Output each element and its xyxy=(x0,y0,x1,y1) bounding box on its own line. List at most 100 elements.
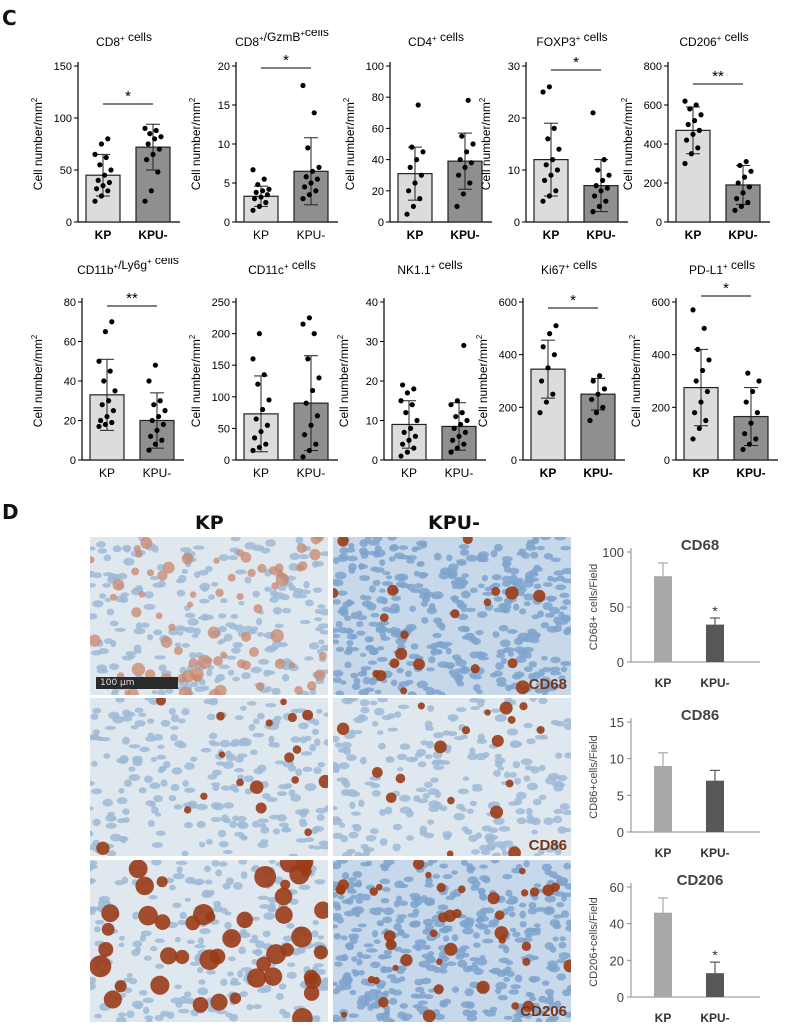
stained-cell xyxy=(103,990,122,1009)
bar xyxy=(654,576,672,662)
nucleus xyxy=(482,591,494,596)
nucleus xyxy=(544,895,557,903)
stained-cell xyxy=(499,701,513,715)
stained-cell xyxy=(265,719,273,727)
stained-cell xyxy=(379,613,389,622)
nucleus xyxy=(317,935,325,940)
nucleus xyxy=(333,761,339,768)
nucleus xyxy=(253,718,260,725)
stained-cell xyxy=(491,586,501,596)
nucleus xyxy=(208,594,215,600)
nucleus xyxy=(563,723,571,731)
data-point xyxy=(142,198,148,204)
nucleus xyxy=(246,701,257,706)
data-point xyxy=(260,406,266,413)
data-point xyxy=(104,413,110,420)
nucleus xyxy=(258,658,270,665)
nucleus xyxy=(353,677,361,685)
chart-title-superscript: + xyxy=(114,262,119,271)
nucleus xyxy=(371,720,379,727)
stained-cell xyxy=(434,740,447,754)
nucleus xyxy=(340,953,349,962)
nucleus xyxy=(356,610,363,617)
chart-title-part: /Ly6g xyxy=(118,258,147,272)
y-axis-label-superscript: 2 xyxy=(342,98,351,102)
nucleus xyxy=(397,573,409,581)
data-point xyxy=(743,158,749,165)
nucleus xyxy=(503,1015,513,1020)
nucleus xyxy=(132,940,143,948)
stained-cell xyxy=(294,685,303,695)
stained-cell xyxy=(304,972,322,989)
nucleus xyxy=(181,642,190,648)
stained-cell xyxy=(519,702,528,711)
nucleus xyxy=(343,615,352,621)
nucleus xyxy=(145,1018,153,1022)
nucleus xyxy=(495,662,504,671)
nucleus xyxy=(516,551,525,556)
y-tick-label: 150 xyxy=(54,61,72,73)
nucleus xyxy=(217,625,227,633)
chart-title-part: cells xyxy=(728,258,755,272)
significance-label: * xyxy=(283,52,289,69)
data-point xyxy=(456,172,462,178)
stained-cell xyxy=(160,947,178,965)
nucleus xyxy=(123,779,133,787)
data-point xyxy=(96,358,102,364)
chart-title-part: cells xyxy=(305,30,329,39)
y-tick-label: 80 xyxy=(372,92,384,104)
data-point xyxy=(735,180,741,186)
nucleus xyxy=(451,595,459,601)
chart-title: CD4+ cells xyxy=(408,30,464,49)
y-tick-label: 0 xyxy=(372,455,378,467)
nucleus xyxy=(368,648,379,655)
data-point xyxy=(305,356,311,362)
nucleus xyxy=(387,537,397,541)
nucleus xyxy=(450,673,462,679)
nucleus xyxy=(278,822,289,828)
y-tick-label: 150 xyxy=(212,360,230,372)
nucleus xyxy=(257,712,265,720)
stained-cell xyxy=(425,871,432,879)
nucleus xyxy=(312,920,319,926)
data-point xyxy=(95,177,101,183)
data-point xyxy=(460,191,466,197)
data-point xyxy=(263,441,269,447)
stained-cell xyxy=(155,698,167,706)
nucleus xyxy=(506,905,515,912)
nucleus xyxy=(264,646,277,653)
y-tick-label: 0 xyxy=(224,217,230,229)
data-point xyxy=(306,192,312,198)
nucleus xyxy=(154,938,165,944)
stained-cell xyxy=(507,658,518,669)
nucleus xyxy=(539,537,551,541)
y-tick-label: 400 xyxy=(652,350,670,362)
stained-cell xyxy=(90,634,101,647)
chart-title: CD206+ cells xyxy=(679,30,748,49)
nucleus xyxy=(516,817,527,825)
ihc-image-kpu-cd68: CD68 xyxy=(333,537,571,695)
nucleus xyxy=(480,907,489,914)
nucleus xyxy=(359,756,367,765)
nucleus xyxy=(415,787,428,793)
stained-cell xyxy=(296,543,307,554)
stained-cell xyxy=(341,1011,348,1018)
nucleus xyxy=(236,821,246,828)
stained-cell xyxy=(550,882,560,892)
data-point xyxy=(454,445,460,451)
data-point xyxy=(142,125,148,131)
data-point xyxy=(590,378,596,384)
nucleus xyxy=(268,735,275,743)
nucleus xyxy=(517,591,526,597)
nucleus xyxy=(477,656,490,661)
nucleus xyxy=(453,812,465,821)
stained-cell xyxy=(178,686,193,695)
stained-cell xyxy=(177,673,187,683)
data-point xyxy=(308,180,314,186)
data-point xyxy=(103,154,109,161)
nucleus xyxy=(103,638,114,645)
ihc-marker-label: CD68 xyxy=(528,676,567,693)
nucleus xyxy=(543,553,554,560)
